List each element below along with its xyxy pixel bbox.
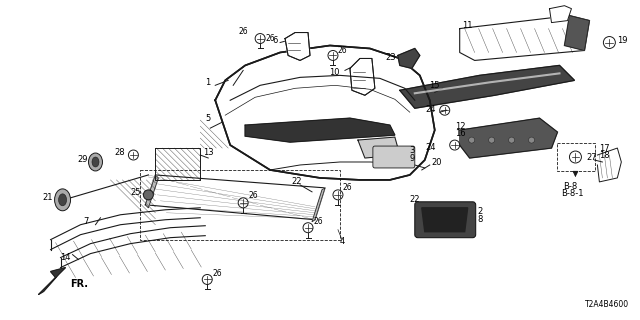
Polygon shape	[145, 175, 158, 208]
Circle shape	[143, 190, 154, 200]
Polygon shape	[597, 148, 621, 182]
Text: 2: 2	[477, 207, 483, 216]
Text: 26: 26	[343, 183, 353, 192]
Text: 6: 6	[273, 36, 278, 45]
Polygon shape	[398, 49, 420, 68]
Text: 22: 22	[410, 195, 420, 204]
Polygon shape	[156, 148, 200, 180]
Text: 22: 22	[292, 177, 302, 187]
Text: 26: 26	[265, 34, 275, 43]
Text: 14: 14	[60, 253, 70, 262]
Circle shape	[529, 137, 534, 143]
Text: T2A4B4600: T2A4B4600	[585, 300, 629, 309]
Text: 26: 26	[248, 191, 258, 200]
Text: 24: 24	[425, 142, 436, 152]
Text: 11: 11	[461, 21, 472, 30]
FancyBboxPatch shape	[415, 202, 476, 238]
Circle shape	[468, 137, 475, 143]
Polygon shape	[312, 188, 325, 222]
Text: 16: 16	[454, 129, 465, 138]
Text: 7: 7	[83, 217, 88, 226]
Text: 8: 8	[477, 215, 483, 224]
Text: 24: 24	[425, 105, 436, 114]
Polygon shape	[550, 6, 572, 23]
Text: B-8: B-8	[563, 182, 578, 191]
Text: 17: 17	[600, 144, 610, 153]
Circle shape	[509, 137, 515, 143]
Text: 25: 25	[130, 188, 140, 197]
Text: 3: 3	[410, 146, 415, 155]
Text: 23: 23	[385, 53, 396, 62]
Polygon shape	[460, 118, 557, 158]
Polygon shape	[460, 16, 589, 60]
Polygon shape	[285, 33, 310, 60]
Text: 13: 13	[204, 148, 214, 156]
Polygon shape	[145, 175, 325, 220]
Text: 12: 12	[454, 122, 465, 131]
Ellipse shape	[88, 153, 102, 171]
Polygon shape	[61, 226, 205, 268]
Text: 9: 9	[410, 154, 415, 163]
Text: 4: 4	[340, 237, 345, 246]
Polygon shape	[350, 59, 375, 95]
Text: 18: 18	[600, 150, 610, 160]
Text: FR.: FR.	[70, 279, 88, 290]
Polygon shape	[422, 208, 468, 232]
Text: 29: 29	[77, 156, 88, 164]
Text: 28: 28	[115, 148, 125, 156]
Polygon shape	[400, 65, 575, 108]
Polygon shape	[215, 45, 435, 180]
Text: 19: 19	[618, 36, 628, 45]
Text: 26: 26	[239, 27, 248, 36]
Polygon shape	[38, 268, 65, 294]
Text: 26: 26	[338, 46, 348, 55]
Text: 15: 15	[429, 81, 440, 90]
FancyBboxPatch shape	[373, 146, 415, 168]
Ellipse shape	[54, 189, 70, 211]
Text: B-8-1: B-8-1	[561, 189, 584, 198]
Text: 21: 21	[42, 193, 52, 202]
Ellipse shape	[92, 157, 99, 167]
Polygon shape	[564, 16, 589, 51]
Polygon shape	[51, 208, 200, 250]
Text: 20: 20	[432, 158, 442, 167]
Text: 26: 26	[313, 217, 323, 226]
Ellipse shape	[59, 194, 67, 206]
Text: 26: 26	[212, 269, 222, 278]
Circle shape	[488, 137, 495, 143]
Text: 1: 1	[205, 78, 210, 87]
Text: 10: 10	[330, 68, 340, 77]
Polygon shape	[245, 118, 395, 142]
Text: 27: 27	[587, 153, 597, 162]
Polygon shape	[358, 137, 400, 158]
Text: 5: 5	[205, 114, 210, 123]
